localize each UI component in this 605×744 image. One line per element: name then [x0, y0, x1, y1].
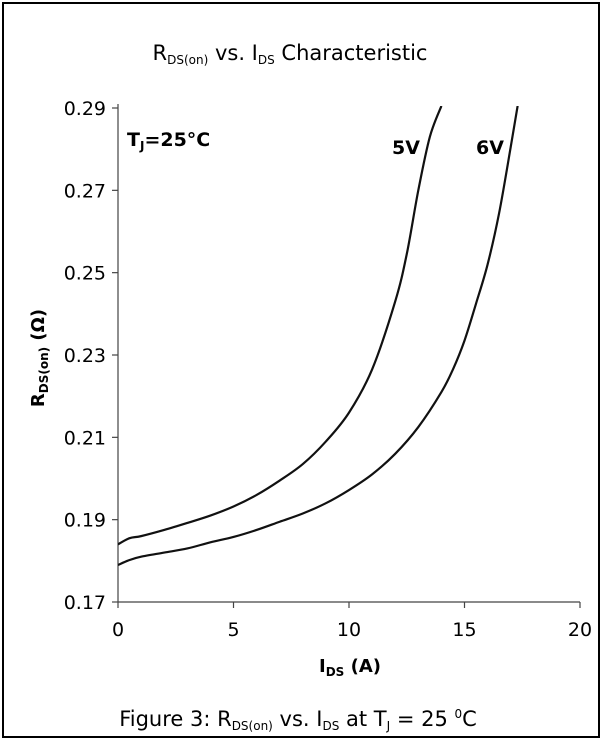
y-tick-labels: 0.17 0.19 0.21 0.23 0.25 0.27 0.29	[64, 98, 106, 614]
y-tick-label: 0.27	[64, 180, 106, 202]
x-axis-label: IDS (A)	[319, 656, 381, 679]
chart-title: RDS(on) vs. IDS Characteristic	[153, 41, 428, 67]
figure-frame: RDS(on) vs. IDS Characteristic 0.17 0.19 0…	[2, 2, 600, 738]
y-tick-label: 0.21	[64, 427, 106, 449]
series-line-6v	[118, 106, 519, 566]
y-tick-label: 0.19	[64, 510, 106, 532]
series-lines	[118, 106, 519, 566]
x-tick-label: 10	[337, 619, 361, 641]
series-label-6v: 6V	[476, 137, 504, 159]
y-tick-label: 0.17	[64, 592, 106, 614]
x-tick-label: 0	[112, 619, 124, 641]
x-tick-labels: 0 5 10 15 20	[112, 619, 592, 641]
y-tick-label: 0.25	[64, 263, 106, 285]
figure-caption: Figure 3: RDS(on) vs. IDS at TJ = 25 0C	[119, 707, 477, 733]
series-line-5v	[118, 106, 443, 546]
series-label-5v: 5V	[392, 137, 420, 159]
y-tick-label: 0.23	[64, 345, 106, 367]
rdson-chart: RDS(on) vs. IDS Characteristic 0.170.190…	[28, 41, 592, 733]
axes	[112, 104, 581, 608]
x-tick-label: 5	[227, 619, 239, 641]
y-tick-label: 0.29	[64, 98, 106, 120]
x-tick-label: 15	[452, 619, 476, 641]
tj-annotation: TJ=25°C	[127, 129, 210, 153]
y-axis-label: RDS(on) (Ω)	[28, 309, 51, 407]
x-tick-label: 20	[568, 619, 592, 641]
